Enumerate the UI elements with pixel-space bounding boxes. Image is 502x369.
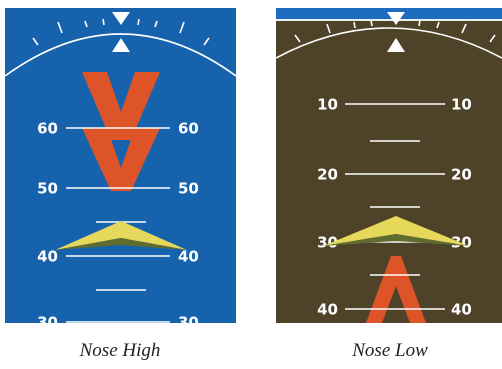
pitch-label: 50 [37,180,58,198]
pitch-label: 30 [37,314,58,332]
pitch-label: 20 [317,166,338,184]
pitch-label: 20 [451,166,472,184]
pitch-label: 30 [178,314,199,332]
caption: Nose High [79,340,161,361]
pitch-label: 40 [451,301,472,319]
pitch-label: 40 [317,301,338,319]
pitch-label: 10 [451,96,472,114]
pitch-label: 40 [37,248,58,266]
pitch-label: 50 [178,180,199,198]
pitch-label: 60 [178,120,199,138]
figure: 60 60 50 50 40 40 30 30 10 10 [0,0,502,369]
pitch-label: 40 [178,248,199,266]
attitude-nose-low: 10 10 20 20 30 30 40 40 [276,8,502,323]
attitude-nose-high: 60 60 50 50 40 40 30 30 [5,8,236,332]
pitch-label: 60 [37,120,58,138]
pitch-label: 10 [317,96,338,114]
caption: Nose Low [351,340,428,361]
